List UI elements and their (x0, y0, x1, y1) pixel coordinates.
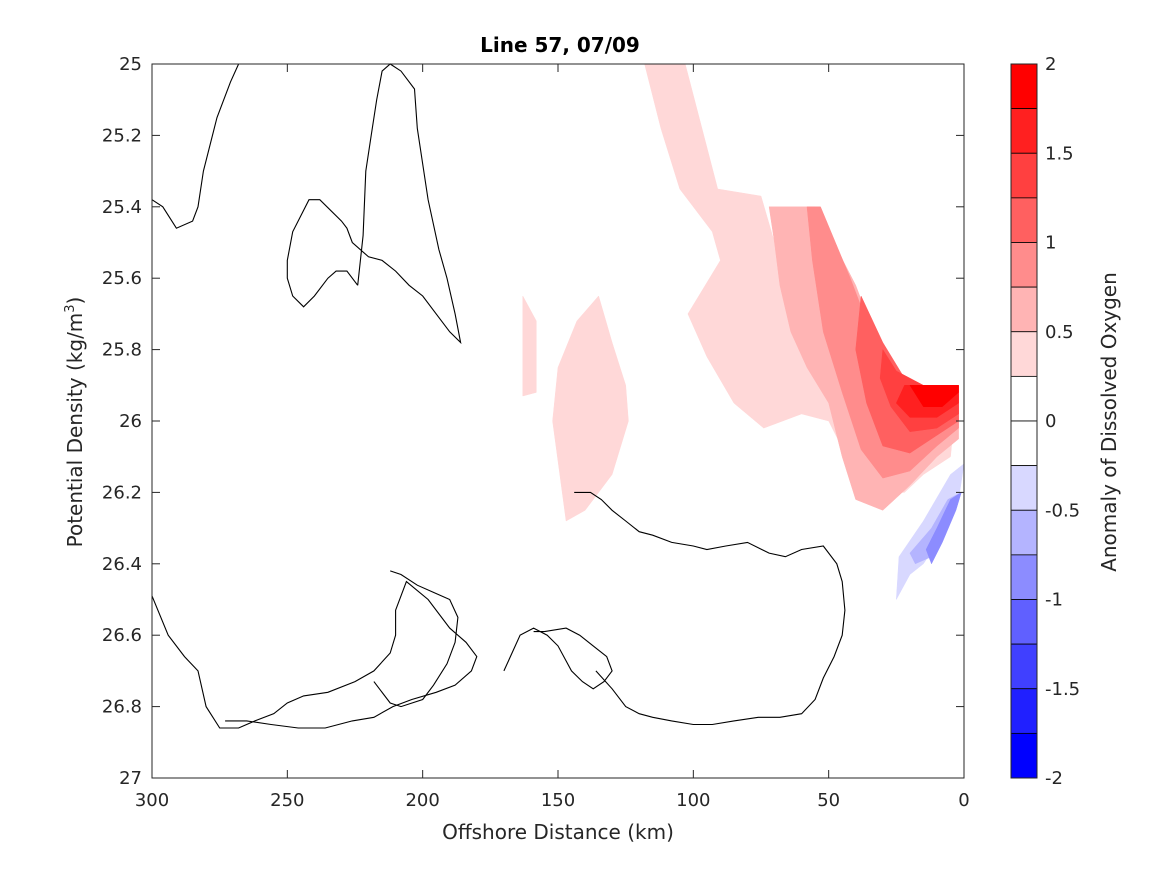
x-tick-label: 0 (958, 790, 969, 811)
colorbar-bin-13 (1010, 643, 1038, 690)
colorbar-bin-10 (1010, 509, 1038, 556)
colorbar-bin-9 (1010, 465, 1038, 511)
y-axis-ticks: 25 25.2 25.4 25.6 25.8 26 26.2 26.4 26.6 26.8 27 (102, 54, 964, 789)
y-tick-label: 25 (119, 54, 142, 75)
colorbar-tick-label: 0.5 (1045, 322, 1074, 343)
colorbar-bin-6 (1010, 331, 1038, 377)
chart-title: Line 57, 07/09 (480, 33, 640, 57)
x-tick-label: 200 (405, 790, 439, 811)
colorbar-frame (1010, 63, 1038, 779)
y-tick-label: 26 (119, 411, 142, 432)
zero-contour-line-5 (574, 491, 846, 726)
colorbar-ticks: 2 1.5 1 0.5 0 -0.5 -1 -1.5 -2 (1045, 54, 1080, 789)
y-tick-label: 26.4 (102, 554, 142, 575)
y-axis-label-close: ) (63, 297, 87, 305)
colorbar-bin-15 (1010, 732, 1038, 779)
x-tick-label: 100 (676, 790, 710, 811)
colorbar-bin-8 (1010, 420, 1038, 467)
colorbar-bin-5 (1010, 286, 1038, 333)
colorbar (1010, 63, 1038, 779)
x-axis-label: Offshore Distance (km) (442, 820, 674, 844)
colorbar-tick-label: -1.5 (1045, 679, 1080, 700)
colorbar-tick-label: 0 (1045, 411, 1056, 432)
x-tick-label: 300 (135, 790, 169, 811)
zero-contour-line-2 (151, 580, 478, 729)
colorbar-tick-label: 1.5 (1045, 143, 1074, 164)
y-axis-label-main: Potential Density (kg/m (63, 313, 87, 548)
colorbar-bin-7 (1010, 375, 1038, 422)
colorbar-bin-0 (1010, 63, 1038, 110)
colorbar-tick-label: -1 (1045, 590, 1063, 611)
colorbar-label: Anomaly of Dissolved Oxygen (1097, 272, 1121, 572)
y-axis-label-superscript: 3 (63, 304, 78, 312)
y-tick-label: 26.8 (102, 697, 142, 718)
zero-contour-line-4 (503, 627, 613, 690)
plot-area: 300 250 200 150 100 50 0 2525.225.425.625.8262… (102, 54, 970, 811)
colorbar-bin-14 (1010, 688, 1038, 734)
zero-contour-line-3 (373, 570, 459, 708)
filled-region-2 (522, 295, 537, 397)
x-axis-ticks: 300 250 200 150 100 50 0 (135, 64, 970, 811)
colorbar-bin-4 (1010, 242, 1038, 288)
colorbar-bin-12 (1010, 599, 1038, 645)
x-tick-label: 150 (541, 790, 575, 811)
filled-region-11 (925, 491, 962, 565)
y-tick-label: 27 (119, 768, 142, 789)
colorbar-bin-3 (1010, 197, 1038, 243)
filled-region-1 (552, 295, 629, 522)
colorbar-tick-label: -0.5 (1045, 500, 1080, 521)
y-tick-label: 25.6 (102, 268, 142, 289)
colorbar-tick-label: 2 (1045, 54, 1056, 75)
y-tick-label: 26.2 (102, 482, 142, 503)
y-tick-label: 25.8 (102, 340, 142, 361)
x-tick-label: 50 (817, 790, 840, 811)
zero-contour-line-0 (151, 63, 240, 229)
colorbar-bin-2 (1010, 152, 1038, 199)
y-tick-label: 25.4 (102, 197, 142, 218)
colorbar-bin-1 (1010, 108, 1038, 154)
y-tick-label: 26.6 (102, 625, 142, 646)
colorbar-bin-11 (1010, 554, 1038, 600)
colorbar-tick-label: 1 (1045, 233, 1056, 254)
y-tick-label: 25.2 (102, 125, 142, 146)
x-tick-label: 250 (270, 790, 304, 811)
colorbar-tick-label: -2 (1045, 768, 1063, 789)
y-axis-label: Potential Density (kg/m3) (63, 297, 87, 548)
filled-contour-regions (522, 63, 965, 600)
filled-region-8 (909, 385, 959, 407)
